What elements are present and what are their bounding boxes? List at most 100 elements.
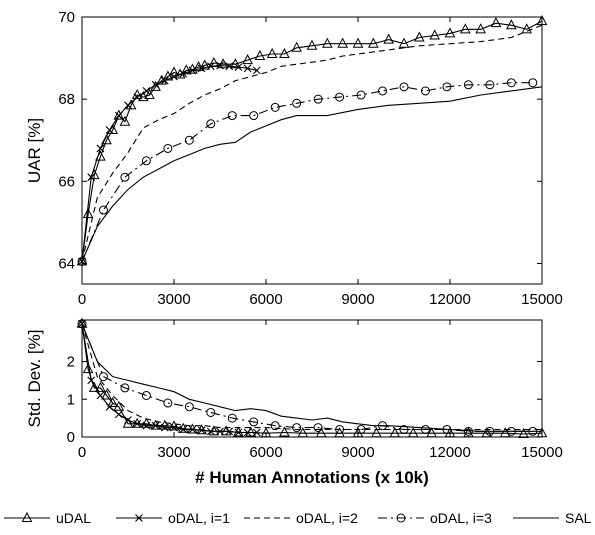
series-line (81, 64, 257, 262)
legend-item: SAL (513, 510, 592, 526)
data-point (335, 424, 345, 434)
legend-item: oDAL, i=3 (378, 510, 492, 526)
data-point (114, 111, 123, 120)
data-point (420, 424, 430, 434)
data-point (216, 61, 224, 70)
x-tick-label: 12000 (429, 291, 471, 308)
legend-label: uDAL (56, 510, 91, 526)
legend-item: oDAL, i=2 (244, 510, 358, 526)
data-point (335, 92, 345, 102)
series-odal-i-3 (77, 78, 538, 266)
y-axis-label: Std. Dev. [%] (25, 330, 44, 428)
data-point (506, 78, 516, 88)
data-point (383, 33, 394, 44)
data-point (105, 126, 114, 134)
y-tick-label: 68 (58, 91, 75, 108)
y-tick-label: 64 (58, 255, 75, 272)
data-point (163, 143, 173, 153)
data-point (187, 423, 198, 434)
data-point (270, 421, 280, 431)
data-point (105, 402, 114, 411)
series-line (81, 24, 543, 262)
data-point (184, 402, 194, 412)
series-odal-i-2 (81, 24, 543, 262)
data-point (95, 381, 106, 392)
data-point (82, 208, 94, 219)
data-point (485, 80, 495, 90)
data-point (124, 416, 132, 424)
data-point (188, 66, 197, 75)
data-point (242, 54, 253, 65)
data-point (266, 47, 278, 58)
data-point (199, 59, 210, 70)
series-odal-i-1 (78, 319, 261, 437)
series-line (81, 323, 543, 435)
data-point (429, 29, 440, 40)
x-tick-label: 0 (78, 444, 86, 461)
data-point (227, 111, 237, 121)
data-point (444, 27, 456, 38)
x-tick-label: 3000 (157, 291, 190, 308)
data-point (170, 72, 178, 81)
series-line (81, 323, 542, 432)
data-point (82, 362, 94, 374)
legend-label: oDAL, i=3 (430, 510, 492, 526)
y-tick-label: 70 (58, 9, 75, 26)
data-point (206, 119, 216, 129)
series-udal (76, 15, 548, 266)
data-point (119, 115, 131, 126)
data-point (107, 396, 118, 408)
data-point (352, 37, 364, 48)
data-point (206, 427, 215, 436)
data-point (291, 41, 302, 52)
x-tick-label: 15000 (521, 444, 563, 461)
x-tick-label: 9000 (341, 444, 374, 461)
data-point (113, 400, 125, 411)
chart-panel-1: 0 3000 6000 9000 12000 15000 64 66 68 70 UAR [%] (25, 9, 563, 308)
data-point (206, 62, 215, 71)
data-point (292, 423, 302, 433)
data-point (216, 427, 224, 436)
data-point (243, 428, 252, 437)
data-point (442, 82, 452, 92)
data-point (279, 426, 290, 437)
data-point (160, 423, 169, 432)
data-point (113, 109, 125, 120)
data-point (506, 19, 517, 30)
data-point (141, 390, 151, 400)
series-line (81, 82, 533, 262)
legend-label: oDAL, i=2 (296, 510, 358, 526)
data-point (460, 23, 471, 34)
chart-panel-2: 0 3000 6000 9000 12000 15000 0 1 2 Std. Dev. [%] #… (25, 317, 563, 487)
data-point (142, 421, 151, 430)
data-point (521, 23, 532, 34)
data-point (398, 37, 410, 48)
y-tick-label: 66 (58, 173, 75, 190)
data-point (120, 383, 130, 393)
data-point (188, 425, 197, 434)
data-point (252, 428, 261, 437)
data-point (230, 58, 241, 69)
data-point (490, 17, 502, 28)
data-point (249, 111, 259, 121)
data-point (313, 423, 323, 433)
y-tick-label: 2 (67, 354, 75, 371)
data-point (160, 76, 169, 85)
series-odal-i-3 (77, 319, 538, 436)
data-point (368, 37, 379, 48)
data-point (151, 80, 160, 89)
data-point (142, 87, 151, 95)
data-point (313, 94, 323, 104)
series-sal (81, 323, 542, 432)
data-point (254, 49, 266, 61)
series-line (81, 323, 257, 434)
data-point (98, 372, 108, 382)
data-point (252, 66, 261, 75)
data-point (225, 427, 234, 436)
data-point (179, 69, 188, 78)
data-point (356, 424, 366, 434)
y-tick-label: 1 (67, 391, 75, 408)
data-point (179, 425, 188, 434)
legend-label: oDAL, i=1 (168, 510, 230, 526)
data-point (98, 205, 108, 215)
